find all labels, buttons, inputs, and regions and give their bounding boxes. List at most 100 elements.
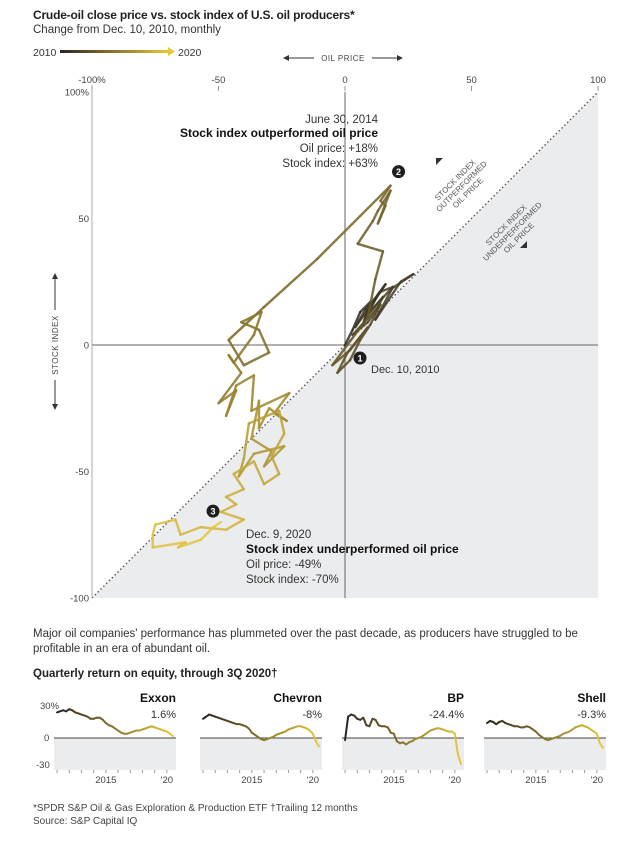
footnote-source: Source: S&P Capital IQ [33,816,138,827]
y-axis-title: STOCK INDEX [51,315,60,375]
arrow-left-icon [283,55,289,61]
mini-line-segment [374,718,380,727]
mini-negative-band [200,738,322,770]
path-segment [247,409,281,425]
path-segment [242,351,271,367]
mini-title: Exxon [140,691,176,705]
annotation-marker-3 [206,504,220,518]
x-tick-label: 100 [590,75,606,86]
path-segment [232,333,256,364]
path-segment [262,445,286,468]
mini-x-label: 2015 [525,775,546,786]
path-segment [224,488,246,498]
annotation-2-oil: Oil price: +18% [300,143,378,155]
path-segment [353,308,367,329]
path-segment [369,303,382,326]
annotation-3-stock: Stock index: -70% [246,574,339,586]
mini-x-label: '20 [161,775,173,786]
mini-negative-band [54,738,176,770]
path-segment [235,374,256,387]
path-segment [174,518,182,536]
path-segment [351,310,362,332]
path-segment [262,472,281,486]
path-segment [199,525,215,542]
path-segment [356,242,385,253]
mini-line-segment [368,717,374,728]
mini-line-segment [386,726,392,734]
path-segment [348,326,369,352]
path-segment [151,541,187,549]
mini-title: Shell [577,691,606,705]
y-tick-label: -100 [70,594,89,605]
path-segment [356,219,375,246]
mini-line-segment [344,715,350,742]
annotation-marker-number: 3 [211,507,216,517]
path-segment [262,257,319,309]
path-segment [176,538,202,549]
path-segment [348,338,362,362]
path-segment [371,209,380,223]
mini-chart-chevron: Chevron -8% 2015 '20 [200,691,322,786]
mini-line-segment [168,732,174,738]
chart-title: Crude-oil close price vs. stock index of… [33,8,355,22]
mini-x-label: 2015 [383,775,404,786]
path-segment [179,525,202,536]
path-segment [272,391,291,415]
color-legend: 2010 2020 [33,47,202,59]
path-segment [270,432,286,458]
path-segment [232,460,256,476]
legend-start-label: 2010 [33,47,57,59]
path-segment [374,250,385,281]
path-segment [224,518,246,531]
arrow-down-icon [52,404,58,410]
mini-line-segment [453,732,459,755]
path-segment [154,518,177,526]
mini-x-label: '20 [449,775,461,786]
mini-line-segment [314,740,320,748]
path-segment [252,310,263,337]
mini-x-label: 2015 [241,775,262,786]
path-segment [240,310,263,324]
path-segment [336,351,349,375]
mini-line-segment [598,742,604,749]
mini-value-label: -24.4% [429,709,464,721]
path-segment [270,455,281,476]
mini-negative-band [484,738,606,770]
path-segment [389,272,415,291]
mini-y-tick-label: 30% [40,701,60,712]
mini-x-label: '20 [591,775,603,786]
path-segment [219,503,238,514]
path-segment [252,445,286,455]
path-segment [364,290,382,311]
path-segment [374,280,402,321]
chart-subtitle: Change from Dec. 10, 2010, monthly [33,24,221,36]
x-tick-label: 0 [342,75,347,86]
annotation-3-headline: Stock index underperformed oil price [246,542,459,556]
mini-value-label: -8% [302,709,322,721]
body-note: Major oil companies' performance has plu… [33,628,578,655]
y-tick-label: 100% [65,88,90,99]
y-tick-label: 50 [78,214,89,225]
path-segment [252,460,266,486]
mini-x-label: '20 [307,775,319,786]
scatter-path-plot: -100% -50 0 50 100 100% 50 0 -50 -100 OIL PRICE STO… [51,54,606,605]
path-segment [366,278,377,319]
path-segment [257,328,271,354]
path-segment [242,422,251,461]
annotation-2-headline: Stock index outperformed oil price [180,126,378,140]
path-segment [219,510,246,521]
path-segment [376,204,387,225]
parity-diagonal [91,91,599,599]
mini-title: BP [447,691,464,705]
mini-line-segment [392,732,398,743]
mini-chart-exxon: Exxon 1.6% 2015 '20 [54,691,176,786]
mini-title: Chevron [273,691,322,705]
small-multiples: Exxon 1.6% 2015 '20 Chevron -8% 2015 '20 BP -24.4… [36,691,606,786]
y-tick-label: 0 [84,341,89,352]
legend-arrow-icon [168,47,175,56]
region-arrow-down-icon [520,241,527,248]
legend-gradient-bar [60,50,168,53]
mini-line-segment [311,732,317,743]
annotation-3-date: Dec. 9, 2020 [246,529,311,541]
